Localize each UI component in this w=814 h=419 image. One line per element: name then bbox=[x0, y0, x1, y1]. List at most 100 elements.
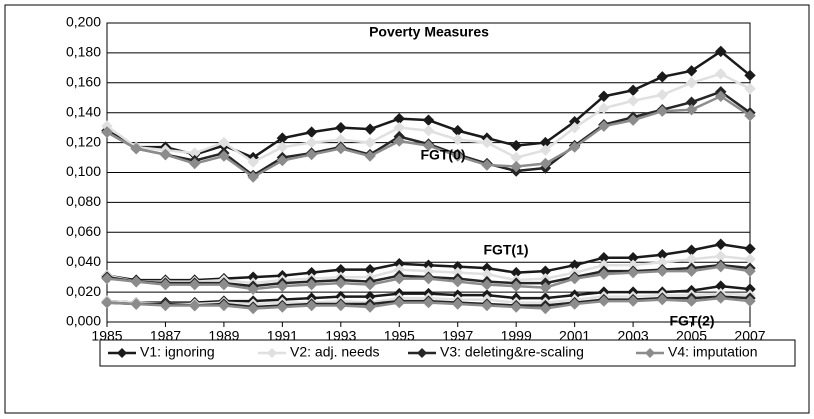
point-marker bbox=[744, 265, 756, 277]
point-marker bbox=[452, 150, 464, 162]
point-marker bbox=[364, 150, 376, 162]
point-marker bbox=[715, 260, 727, 273]
point-marker bbox=[393, 135, 405, 147]
point-marker bbox=[305, 278, 318, 291]
point-marker bbox=[130, 275, 142, 288]
point-marker bbox=[422, 139, 435, 152]
point-marker bbox=[715, 45, 727, 58]
point-marker bbox=[101, 296, 113, 309]
x-tick-label: 2001 bbox=[559, 328, 590, 344]
point-marker bbox=[276, 280, 289, 292]
y-tick-label: 0,180 bbox=[66, 44, 101, 60]
point-marker bbox=[422, 124, 435, 137]
x-tick-label: 1997 bbox=[442, 328, 473, 344]
point-marker bbox=[101, 272, 113, 285]
point-marker bbox=[539, 144, 552, 156]
point-marker bbox=[422, 296, 435, 309]
legend-marker bbox=[417, 348, 427, 358]
y-tick-label: 0,020 bbox=[66, 283, 101, 299]
point-marker bbox=[364, 301, 376, 313]
point-marker bbox=[452, 298, 464, 310]
point-marker bbox=[393, 296, 405, 309]
y-tick-label: 0,200 bbox=[66, 14, 101, 30]
point-marker bbox=[364, 123, 376, 135]
y-tick-label: 0,060 bbox=[66, 223, 101, 239]
point-marker bbox=[539, 302, 552, 315]
point-marker bbox=[568, 298, 581, 310]
point-marker bbox=[715, 238, 727, 250]
point-marker bbox=[744, 109, 756, 122]
point-marker bbox=[335, 142, 347, 155]
x-tick-label: 1993 bbox=[325, 328, 356, 344]
legend-marker bbox=[267, 348, 277, 358]
y-tick-label: 0,080 bbox=[66, 193, 101, 209]
point-marker bbox=[656, 265, 669, 277]
x-tick-label: 2003 bbox=[618, 328, 649, 344]
point-marker bbox=[452, 275, 464, 288]
point-marker bbox=[715, 68, 727, 80]
point-marker bbox=[247, 302, 259, 315]
point-marker bbox=[481, 159, 493, 171]
point-marker bbox=[685, 265, 698, 277]
point-marker bbox=[422, 272, 435, 285]
point-marker bbox=[188, 299, 201, 312]
point-marker bbox=[656, 89, 669, 101]
x-tick-label: 1985 bbox=[91, 328, 122, 344]
y-tick-label: 0,160 bbox=[66, 74, 101, 90]
point-marker bbox=[627, 95, 639, 107]
point-marker bbox=[656, 105, 669, 117]
point-marker bbox=[130, 298, 142, 310]
y-tick-label: 0,120 bbox=[66, 133, 101, 149]
legend-label: V2: adj. needs bbox=[290, 344, 380, 360]
annotation: FGT(0) bbox=[420, 147, 465, 163]
point-marker bbox=[364, 136, 376, 149]
legend-marker bbox=[117, 348, 127, 358]
point-marker bbox=[685, 65, 698, 77]
point-marker bbox=[568, 272, 581, 285]
legend-box bbox=[99, 339, 796, 367]
point-marker bbox=[159, 148, 172, 161]
point-marker bbox=[539, 281, 552, 294]
point-marker bbox=[627, 266, 639, 279]
point-marker bbox=[568, 121, 581, 134]
point-marker bbox=[247, 171, 259, 183]
point-marker bbox=[276, 154, 289, 167]
point-marker bbox=[393, 272, 405, 285]
point-marker bbox=[510, 139, 522, 152]
point-marker bbox=[452, 133, 464, 146]
point-marker bbox=[247, 156, 259, 168]
point-marker bbox=[335, 299, 347, 312]
point-marker bbox=[685, 295, 698, 307]
point-marker bbox=[218, 278, 230, 291]
chart-title: Poverty Measures bbox=[369, 24, 489, 40]
y-tick-label: 0,140 bbox=[66, 103, 101, 119]
legend-marker bbox=[645, 348, 655, 358]
point-marker bbox=[685, 77, 698, 89]
point-marker bbox=[598, 90, 610, 102]
point-marker bbox=[656, 293, 669, 306]
point-marker bbox=[598, 102, 610, 114]
point-marker bbox=[481, 278, 493, 291]
point-marker bbox=[305, 148, 318, 161]
point-marker bbox=[247, 283, 259, 295]
point-marker bbox=[510, 301, 522, 313]
point-marker bbox=[481, 299, 493, 312]
point-marker bbox=[335, 277, 347, 289]
legend-label: V1: ignoring bbox=[140, 344, 215, 360]
point-marker bbox=[188, 157, 201, 170]
point-marker bbox=[715, 292, 727, 304]
point-marker bbox=[510, 280, 522, 292]
point-marker bbox=[744, 69, 756, 82]
y-tick-label: 0,000 bbox=[66, 313, 101, 329]
point-marker bbox=[218, 150, 230, 162]
point-marker bbox=[335, 121, 347, 134]
x-tick-label: 1999 bbox=[501, 328, 532, 344]
point-marker bbox=[715, 90, 727, 102]
point-marker bbox=[744, 295, 756, 307]
point-marker bbox=[159, 299, 172, 312]
point-marker bbox=[656, 71, 669, 83]
point-marker bbox=[481, 136, 493, 149]
point-marker bbox=[627, 295, 639, 307]
point-marker bbox=[539, 157, 552, 170]
